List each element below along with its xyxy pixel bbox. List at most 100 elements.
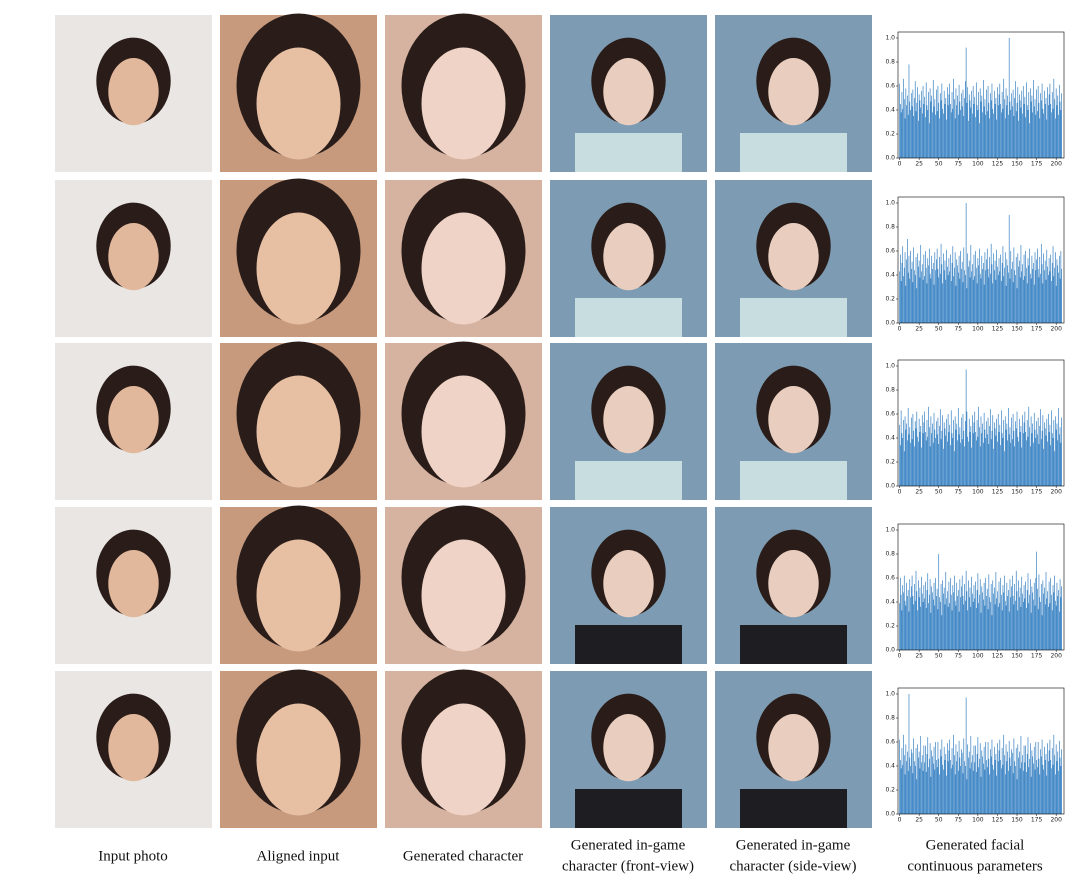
bar: [910, 586, 912, 650]
bar: [939, 426, 940, 486]
photo: [55, 180, 212, 337]
bar: [998, 581, 1000, 650]
bar: [1017, 253, 1019, 323]
bar: [910, 766, 911, 814]
bar: [934, 252, 936, 323]
bar: [1013, 116, 1015, 158]
column-caption: Generated facial: [926, 837, 1025, 853]
bar: [1025, 117, 1026, 158]
bar: [960, 110, 961, 158]
bar: [1059, 278, 1061, 323]
bar: [990, 243, 992, 323]
bar: [947, 606, 949, 650]
bar: [1001, 92, 1003, 158]
bar: [989, 257, 990, 323]
bar: [1019, 260, 1020, 323]
bar: [946, 87, 948, 158]
bar: [945, 572, 947, 650]
bar: [979, 579, 981, 650]
bar: [954, 99, 955, 158]
bar: [900, 445, 901, 486]
bar: [1044, 260, 1046, 323]
bar: [901, 433, 903, 486]
bar: [918, 580, 919, 650]
bar: [972, 86, 974, 158]
bar: [907, 590, 909, 650]
bar: [1017, 744, 1019, 814]
y-tick-label: 0.8: [885, 715, 895, 722]
photo: [385, 669, 542, 828]
bar: [954, 774, 956, 814]
bar: [946, 775, 947, 814]
bar: [986, 760, 987, 814]
bar: [960, 766, 961, 814]
bar: [1044, 760, 1046, 814]
bar: [1052, 585, 1054, 650]
bar: [1004, 118, 1006, 158]
bar: [962, 89, 964, 158]
bar: [988, 574, 990, 650]
x-tick-label: 150: [1011, 326, 1023, 333]
bar: [1002, 108, 1004, 158]
bar: [1023, 104, 1025, 158]
bar: [907, 770, 909, 814]
bar: [913, 738, 914, 814]
y-tick-label: 0.2: [885, 787, 895, 794]
plot-frame: [897, 523, 1065, 651]
bar: [925, 82, 927, 158]
clothes: [740, 298, 847, 337]
bar: [921, 90, 922, 158]
bar: [1015, 766, 1016, 814]
face: [421, 375, 506, 488]
bar: [970, 606, 972, 650]
bar: [914, 81, 916, 158]
plot-frame: [897, 196, 1065, 324]
bar: [1011, 586, 1012, 650]
bar: [1059, 579, 1061, 650]
bar: [972, 770, 974, 814]
bar: [1055, 744, 1057, 814]
bar: [958, 740, 960, 814]
bar: [989, 774, 990, 814]
bar: [980, 612, 982, 650]
bar: [954, 252, 956, 323]
bar: [1040, 273, 1041, 323]
bar: [903, 575, 905, 650]
bar: [961, 749, 962, 814]
bar: [1056, 259, 1058, 323]
bar: [915, 570, 917, 650]
bar: [960, 597, 961, 650]
bar: [915, 748, 917, 814]
bar: [1037, 417, 1039, 486]
face: [256, 47, 341, 160]
y-tick-label: 0.6: [885, 575, 895, 582]
bar: [1029, 758, 1030, 814]
bar: [1060, 766, 1062, 814]
face: [768, 550, 819, 618]
x-tick-label: 125: [992, 489, 1004, 496]
bar: [934, 605, 936, 650]
bar: [1035, 270, 1037, 323]
column-caption: Generated in-game: [571, 837, 686, 853]
bar: [1050, 578, 1052, 650]
bar: [941, 83, 943, 158]
bar: [985, 578, 987, 650]
bar: [988, 444, 990, 486]
photo: [220, 669, 377, 828]
bar: [942, 283, 943, 323]
bar: [918, 757, 919, 814]
bar: [945, 279, 947, 323]
bar: [945, 754, 947, 814]
bar: [1003, 734, 1005, 814]
bar: [907, 408, 909, 486]
bar: [957, 770, 959, 814]
bar: [903, 99, 905, 158]
bar: [954, 755, 955, 814]
bar: [979, 88, 981, 158]
bar: [985, 438, 987, 486]
bar: [918, 751, 920, 814]
bar: [1042, 108, 1044, 158]
bar: [995, 279, 997, 323]
bar: [994, 604, 996, 650]
bar: [1022, 279, 1024, 323]
